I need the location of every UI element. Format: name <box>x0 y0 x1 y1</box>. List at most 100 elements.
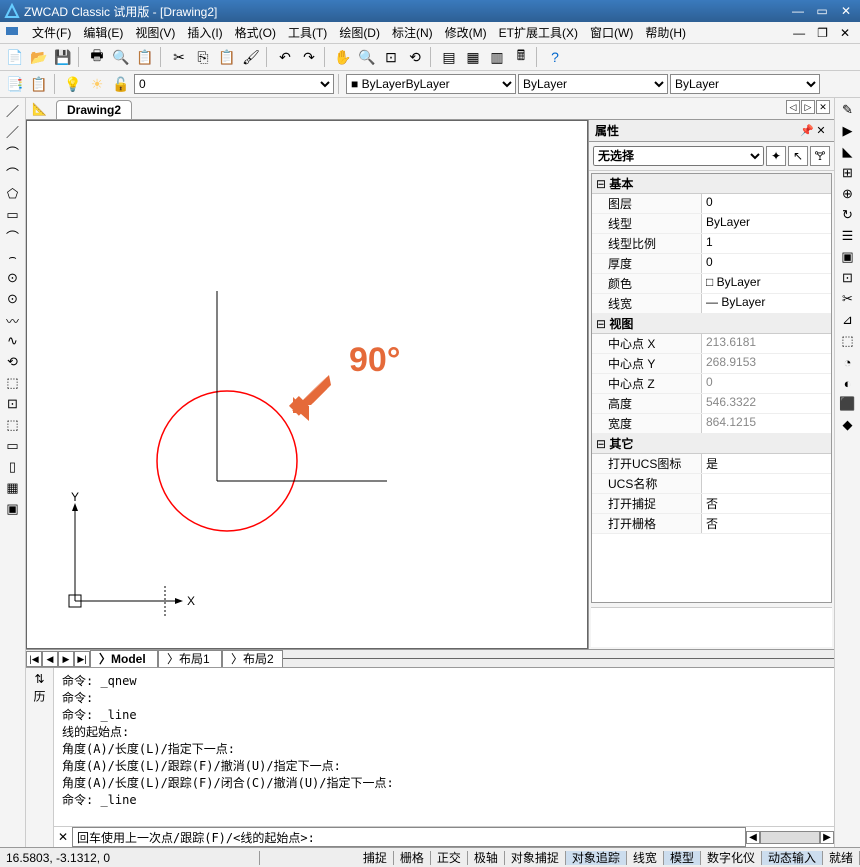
modify-tool-14[interactable]: ⬛ <box>837 394 859 414</box>
menu-item[interactable]: 文件(F) <box>26 24 77 42</box>
draw-tool-10[interactable]: 〰 <box>2 310 24 330</box>
close-button[interactable]: ✕ <box>836 4 856 18</box>
cmd-scroll-right-button[interactable]: ▶ <box>820 831 834 844</box>
properties-pin-button[interactable]: 📌 <box>800 124 814 137</box>
prop-category[interactable]: 其它 <box>592 434 831 454</box>
new-button[interactable]: 📄 <box>4 46 26 68</box>
prop-category[interactable]: 基本 <box>592 174 831 194</box>
help-button[interactable]: ? <box>544 46 566 68</box>
paste-button[interactable]: 📋 <box>216 46 238 68</box>
draw-tool-3[interactable]: ⌒ <box>2 163 24 183</box>
prop-row[interactable]: 厚度0 <box>592 254 831 274</box>
document-tab[interactable]: Drawing2 <box>56 100 132 119</box>
modify-tool-1[interactable]: ▶ <box>837 121 859 141</box>
cut-button[interactable]: ✂ <box>168 46 190 68</box>
menu-item[interactable]: 标注(N) <box>386 24 439 42</box>
lineweight-combo[interactable]: ByLayer <box>670 74 820 94</box>
menu-item[interactable]: 帮助(H) <box>639 24 692 42</box>
status-toggle[interactable]: 线宽 <box>627 851 664 865</box>
prop-value[interactable]: □ ByLayer <box>702 274 831 293</box>
menu-item[interactable]: ET扩展工具(X) <box>493 24 584 42</box>
layout-next-button[interactable]: ▶ <box>58 651 74 667</box>
status-toggle[interactable]: 模型 <box>664 851 701 865</box>
zoom-realtime-button[interactable]: 🔍 <box>356 46 378 68</box>
status-toggle[interactable]: 动态输入 <box>762 851 823 865</box>
save-button[interactable]: 💾 <box>52 46 74 68</box>
prop-row[interactable]: UCS名称 <box>592 474 831 494</box>
draw-tool-18[interactable]: ▦ <box>2 478 24 498</box>
layer-props-button[interactable]: 📑 <box>4 73 26 95</box>
prop-row[interactable]: 宽度864.1215 <box>592 414 831 434</box>
modify-tool-5[interactable]: ↻ <box>837 205 859 225</box>
draw-tool-4[interactable]: ⬠ <box>2 184 24 204</box>
toggle-pickadd-button[interactable]: ✦ <box>766 146 786 166</box>
minimize-button[interactable]: — <box>788 4 808 18</box>
prop-category[interactable]: 视图 <box>592 314 831 334</box>
status-toggle[interactable]: 极轴 <box>468 851 505 865</box>
prop-value[interactable]: 否 <box>702 494 831 513</box>
properties-grid[interactable]: 基本图层0线型ByLayer线型比例1厚度0颜色□ ByLayer线宽— ByL… <box>591 173 832 603</box>
match-props-button[interactable]: 🖌 <box>240 46 262 68</box>
modify-tool-13[interactable]: ◐ <box>837 373 859 393</box>
layout-tab[interactable]: 〉Model <box>90 650 158 668</box>
cmd-toggle-icon[interactable]: ⇅ <box>34 672 44 686</box>
drawing-canvas[interactable]: YX 90° <box>26 120 588 649</box>
draw-tool-19[interactable]: ▣ <box>2 499 24 519</box>
draw-tool-5[interactable]: ▭ <box>2 205 24 225</box>
properties-button[interactable]: ▤ <box>438 46 460 68</box>
calculator-button[interactable]: 🖩 <box>510 46 532 68</box>
prop-value[interactable]: 是 <box>702 454 831 473</box>
menu-item[interactable]: 修改(M) <box>439 24 493 42</box>
mdi-restore-button[interactable]: ❐ <box>811 24 834 42</box>
menu-item[interactable]: 视图(V) <box>129 24 181 42</box>
prop-value[interactable]: ByLayer <box>702 214 831 233</box>
layer-freeze-icon[interactable]: ☀ <box>86 73 108 95</box>
draw-tool-8[interactable]: ⊙ <box>2 268 24 288</box>
cmd-history-icon[interactable]: 历 <box>31 690 48 702</box>
redo-button[interactable]: ↷ <box>298 46 320 68</box>
draw-tool-2[interactable]: ⌒ <box>2 142 24 162</box>
layout-last-button[interactable]: ▶| <box>74 651 90 667</box>
selection-combo[interactable]: 无选择 <box>593 146 764 166</box>
prop-value[interactable]: 否 <box>702 514 831 533</box>
prop-value[interactable]: 1 <box>702 234 831 253</box>
coordinates-display[interactable]: 16.5803, -3.1312, 0 <box>0 851 260 865</box>
menu-item[interactable]: 插入(I) <box>181 24 228 42</box>
modify-tool-9[interactable]: ✂ <box>837 289 859 309</box>
color-combo[interactable]: ■ ByLayerByLayer <box>346 74 516 94</box>
prop-row[interactable]: 中心点 Z0 <box>592 374 831 394</box>
properties-close-button[interactable]: ✕ <box>814 124 828 137</box>
prop-row[interactable]: 线宽— ByLayer <box>592 294 831 314</box>
prop-row[interactable]: 打开栅格否 <box>592 514 831 534</box>
zoom-window-button[interactable]: ⊡ <box>380 46 402 68</box>
layout-prev-button[interactable]: ◀ <box>42 651 58 667</box>
draw-tool-14[interactable]: ⊡ <box>2 394 24 414</box>
prop-row[interactable]: 打开捕捉否 <box>592 494 831 514</box>
modify-tool-12[interactable]: ◔ <box>837 352 859 372</box>
draw-tool-7[interactable]: ⌢ <box>2 247 24 267</box>
prop-row[interactable]: 中心点 X213.6181 <box>592 334 831 354</box>
menu-item[interactable]: 绘图(D) <box>333 24 386 42</box>
tab-close-button[interactable]: ✕ <box>816 100 830 114</box>
status-toggle[interactable]: 正交 <box>431 851 468 865</box>
draw-tool-11[interactable]: ∿ <box>2 331 24 351</box>
modify-tool-15[interactable]: ◆ <box>837 415 859 435</box>
open-button[interactable]: 📂 <box>28 46 50 68</box>
status-toggle[interactable]: 捕捉 <box>357 851 394 865</box>
publish-button[interactable]: 📋 <box>134 46 156 68</box>
draw-tool-6[interactable]: ⌒ <box>2 226 24 246</box>
layout-tab[interactable]: 〉布局1 <box>158 650 222 668</box>
layer-states-button[interactable]: 📋 <box>28 73 50 95</box>
cmd-scroll-track[interactable] <box>760 831 820 844</box>
zoom-previous-button[interactable]: ⟲ <box>404 46 426 68</box>
linetype-combo[interactable]: ByLayer <box>518 74 668 94</box>
maximize-button[interactable]: ▭ <box>812 4 832 18</box>
menu-item[interactable]: 格式(O) <box>229 24 282 42</box>
prop-row[interactable]: 颜色□ ByLayer <box>592 274 831 294</box>
cmd-scroll-left-button[interactable]: ◀ <box>746 831 760 844</box>
draw-tool-15[interactable]: ⬚ <box>2 415 24 435</box>
command-close-button[interactable]: ✕ <box>54 830 72 844</box>
quick-select-button[interactable]: 🝖 <box>810 146 830 166</box>
tool-palettes-button[interactable]: ▥ <box>486 46 508 68</box>
modify-tool-6[interactable]: ☰ <box>837 226 859 246</box>
